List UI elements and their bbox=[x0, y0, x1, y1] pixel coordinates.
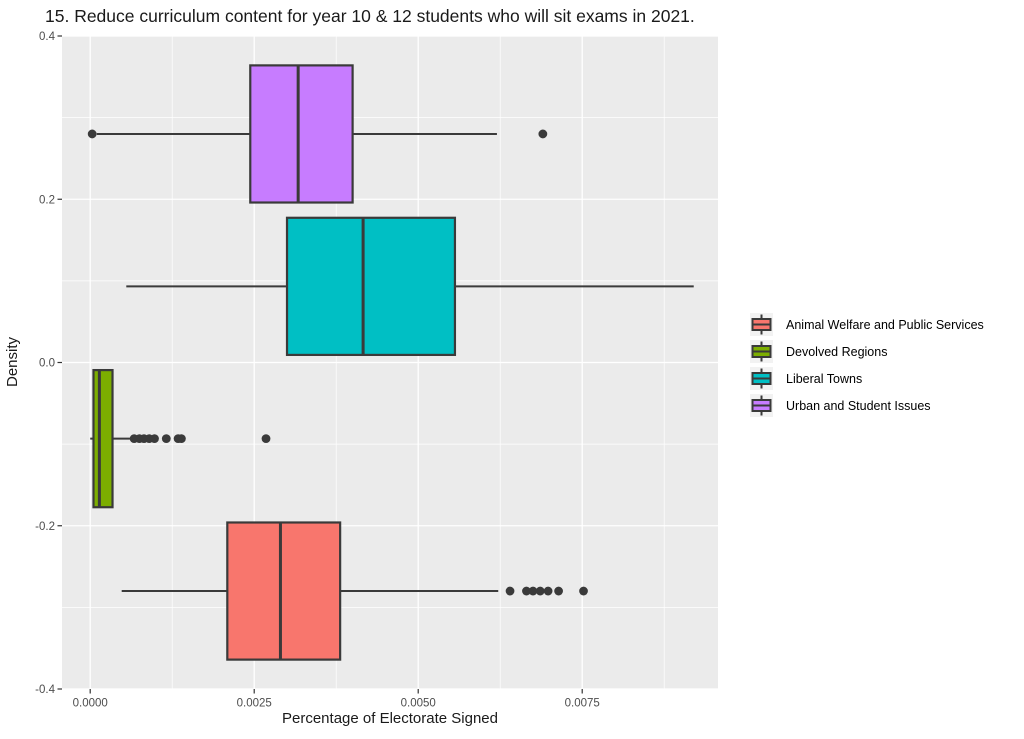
y-tick-label: -0.2 bbox=[35, 521, 55, 533]
legend-item-liberal-towns: Liberal Towns bbox=[750, 367, 984, 390]
y-tick-label: -0.4 bbox=[35, 684, 55, 696]
box bbox=[226, 521, 342, 661]
outlier-point bbox=[261, 434, 271, 444]
boxplot-key-icon bbox=[750, 313, 773, 336]
outlier-point bbox=[528, 586, 538, 596]
outlier-point bbox=[538, 129, 548, 139]
legend-label: Urban and Student Issues bbox=[786, 398, 931, 413]
legend: Animal Welfare and Public Services Devol… bbox=[750, 313, 984, 421]
outlier-point bbox=[543, 586, 553, 596]
x-tick-label: 0.0025 bbox=[237, 698, 272, 710]
box bbox=[92, 368, 114, 509]
y-tick-label: 0.2 bbox=[39, 194, 55, 206]
outlier-point bbox=[522, 586, 531, 596]
outlier-point bbox=[535, 586, 545, 596]
boxplot-urban-and-student-issues bbox=[87, 64, 548, 204]
box bbox=[285, 216, 457, 357]
x-axis-title: Percentage of Electorate Signed bbox=[282, 710, 498, 727]
boxplot-devolved-regions bbox=[90, 368, 271, 509]
x-tick-label: 0.0075 bbox=[565, 698, 600, 710]
legend-item-devolved-regions: Devolved Regions bbox=[750, 340, 984, 363]
x-tick-label: 0.0000 bbox=[73, 698, 108, 710]
y-axis-title: Density bbox=[4, 336, 21, 387]
outlier-point bbox=[505, 586, 515, 596]
boxplot-animal-welfare-and-public-services bbox=[121, 521, 588, 661]
outlier-point bbox=[87, 129, 97, 139]
outlier-point bbox=[161, 434, 171, 444]
legend-item-animal-welfare-and-public-services: Animal Welfare and Public Services bbox=[750, 313, 984, 336]
legend-label: Liberal Towns bbox=[786, 371, 863, 386]
legend-label: Animal Welfare and Public Services bbox=[786, 317, 984, 332]
outlier-point bbox=[554, 586, 563, 596]
boxplot-key-icon bbox=[750, 394, 773, 417]
boxplot-key-icon bbox=[750, 367, 773, 390]
boxplot-key-icon bbox=[750, 340, 773, 363]
x-tick-label: 0.0050 bbox=[401, 698, 436, 710]
legend-label: Devolved Regions bbox=[786, 344, 888, 359]
legend-item-urban-and-student-issues: Urban and Student Issues bbox=[750, 394, 984, 417]
chart-title: 15. Reduce curriculum content for year 1… bbox=[45, 6, 695, 26]
box bbox=[249, 64, 354, 204]
y-tick-label: 0.0 bbox=[39, 358, 55, 370]
outlier-point bbox=[579, 586, 588, 596]
y-tick-label: 0.4 bbox=[39, 31, 56, 43]
plot-panel-layer: 0.0000 0.0025 0.0050 0.0075 0.4 0.2 0.0 -0.2 -0.… bbox=[35, 31, 718, 710]
outlier-point bbox=[176, 434, 186, 444]
outlier-point bbox=[150, 434, 159, 444]
boxplot-liberal-towns bbox=[126, 216, 694, 357]
